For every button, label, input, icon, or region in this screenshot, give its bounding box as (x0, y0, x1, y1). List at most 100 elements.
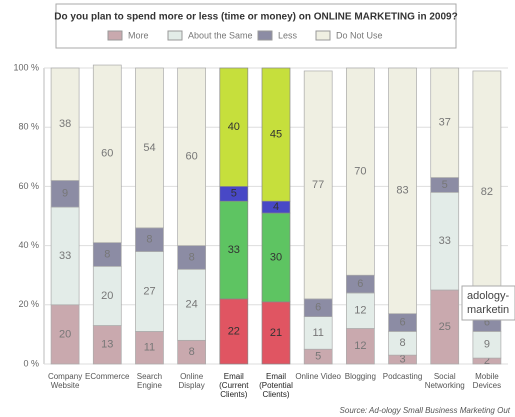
bar-segment (261, 212, 291, 303)
value-label: 11 (312, 327, 323, 339)
overlay: adology-marketin (461, 285, 515, 321)
bar-segment (177, 67, 206, 246)
value-label: 5 (231, 188, 237, 200)
legend-swatch (167, 30, 183, 41)
value-label: 83 (396, 185, 408, 197)
chart-title: Do you plan to spend more or less (time … (54, 12, 457, 23)
bar-segment (50, 180, 80, 208)
value-label: 38 (59, 118, 71, 130)
bar-segment (92, 64, 122, 243)
value-label: 21 (270, 327, 282, 339)
bar-segment (346, 67, 375, 276)
bar-segment (346, 292, 375, 329)
value-label: 70 (354, 166, 366, 178)
y-tick-label: 100 % (13, 62, 39, 72)
bar-segment (261, 301, 291, 365)
x-tick-label: Social Networking (424, 372, 465, 390)
bar-segment (430, 67, 460, 178)
value-label: 9 (484, 339, 490, 351)
value-label: 22 (228, 325, 240, 337)
x-tick-label: Online Video (295, 372, 341, 381)
bar-segment (219, 67, 249, 187)
value-label: 4 (273, 201, 279, 213)
x-tick-label: Company Website (47, 372, 83, 390)
value-label: 6 (399, 316, 405, 328)
value-label: 33 (439, 235, 451, 247)
bar-segment (92, 325, 122, 365)
value-label: 60 (186, 151, 198, 163)
bar-segment (135, 331, 164, 365)
legend-swatch (107, 30, 123, 41)
value-label: 8 (189, 251, 195, 263)
value-label: 20 (59, 328, 71, 340)
value-label: 77 (312, 179, 324, 191)
x-tick-label: Email (Current Clients) (219, 372, 249, 399)
x-tick-label: Blogging (344, 372, 376, 381)
value-label: 30 (270, 251, 282, 263)
bar-segment (92, 265, 122, 326)
value-label: 40 (228, 121, 240, 133)
value-label: 5 (315, 351, 321, 363)
value-label: 8 (146, 234, 152, 246)
y-tick-label: 80 % (18, 122, 39, 132)
legend-box (55, 3, 457, 49)
value-label: 8 (399, 337, 405, 349)
value-label: 33 (59, 250, 71, 262)
value-label: 11 (144, 342, 155, 354)
value-label: 24 (186, 299, 198, 311)
legend-swatch (257, 30, 273, 41)
value-label: 37 (439, 117, 451, 129)
overlay-label: adology- (467, 290, 510, 302)
bar-segment (50, 304, 80, 365)
value-label: 8 (104, 248, 110, 260)
value-label: 6 (484, 316, 490, 328)
value-label: 9 (62, 188, 68, 200)
bar-segment (135, 67, 164, 229)
value-label: 5 (442, 179, 448, 191)
y-tick-label: 20 % (18, 299, 39, 309)
x-tick-label: Search Engine (136, 372, 163, 390)
x-tick-label: Email (Potential Clients) (259, 372, 293, 399)
legend-label: About the Same (188, 30, 253, 40)
value-label: 13 (101, 339, 113, 351)
bar-segment (219, 200, 249, 300)
bar-segment (50, 67, 80, 181)
y-tick-label: 60 % (18, 181, 39, 191)
value-label: 12 (354, 340, 366, 352)
bar-segment (135, 251, 164, 332)
value-label: 6 (357, 278, 363, 290)
value-label: 33 (228, 244, 240, 256)
value-label: 27 (143, 285, 155, 297)
overlay-label: marketin (467, 304, 509, 316)
x-tick-label: Mobile Devices (472, 372, 502, 390)
value-label: 45 (270, 129, 282, 141)
bar-segment (388, 67, 417, 315)
bar-segment (472, 70, 502, 315)
bar-segment (346, 328, 375, 365)
value-label: 54 (143, 142, 155, 154)
bar-segment (219, 298, 249, 365)
value-label: 2 (484, 355, 490, 367)
legend-label: More (128, 30, 149, 40)
value-label: 12 (354, 305, 366, 317)
value-label: 60 (101, 148, 113, 160)
bar-segment (472, 331, 502, 359)
x-tick-label: ECommerce (85, 372, 130, 381)
legend-label: Less (278, 30, 298, 40)
x-tick-label: Online Display (178, 372, 205, 390)
bar-segment (303, 70, 333, 300)
value-label: 25 (439, 321, 451, 333)
source: Source: Ad-ology Small Business Marketin… (340, 406, 511, 415)
bar-segment (177, 268, 206, 341)
value-label: 20 (101, 290, 113, 302)
value-label: 8 (189, 346, 195, 358)
bar-segment (50, 206, 80, 306)
x-tick-label: Podcasting (382, 372, 423, 381)
value-label: 82 (481, 186, 493, 198)
legend-label: Do Not Use (336, 30, 383, 40)
bar-segment (261, 67, 291, 202)
y-tick-label: 0 % (23, 358, 39, 368)
y-tick-label: 40 % (18, 240, 39, 250)
